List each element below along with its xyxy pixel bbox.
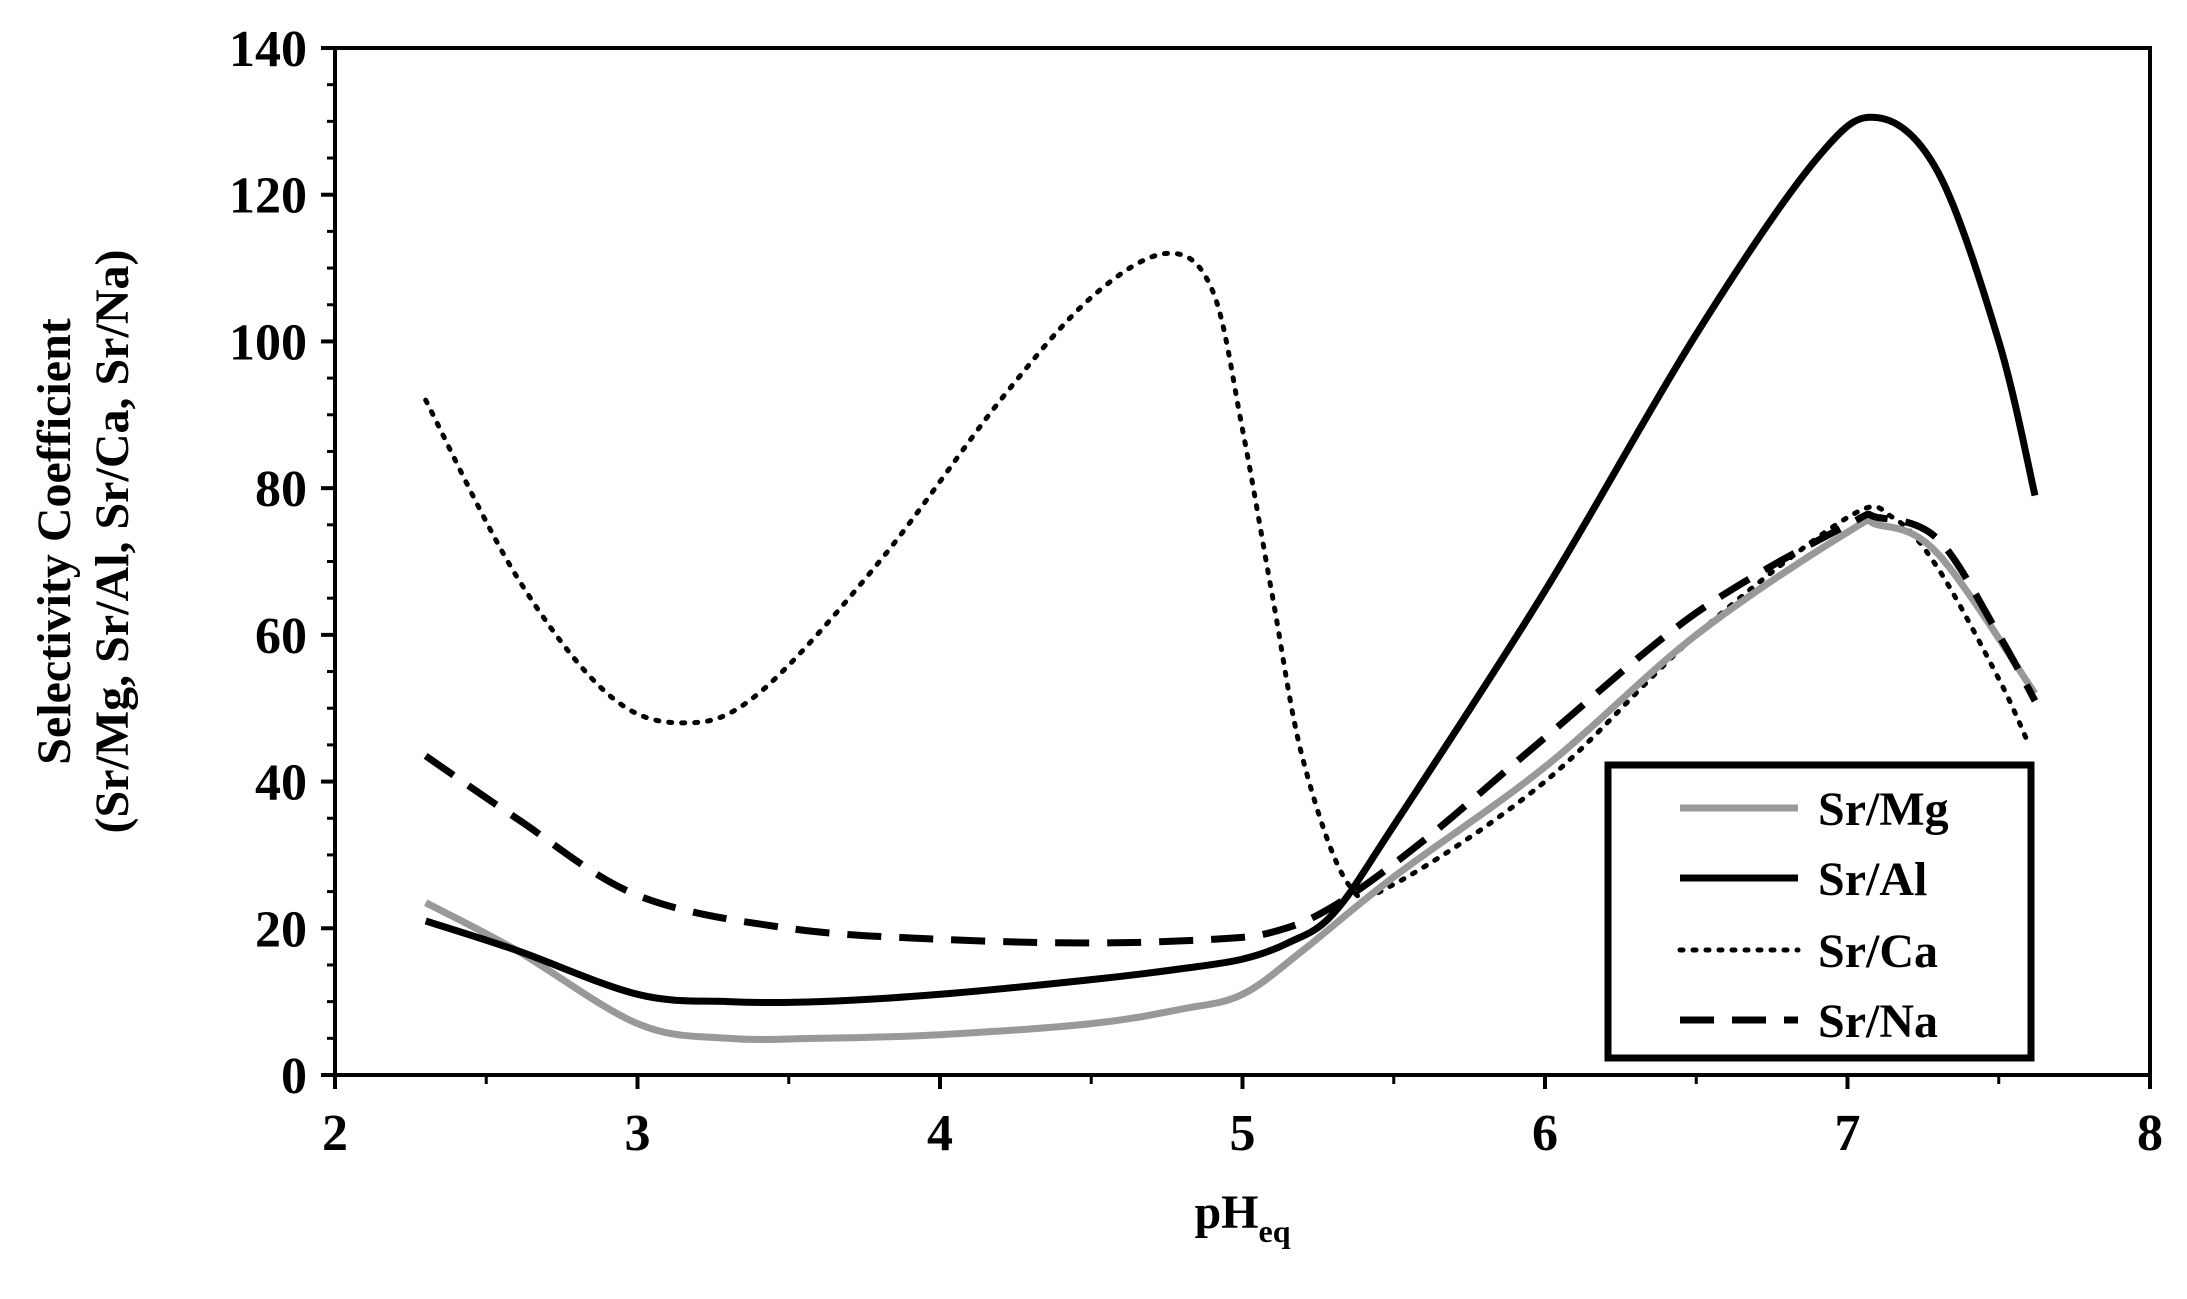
legend-label-sr-na: Sr/Na xyxy=(1818,995,1938,1048)
y-tick-label: 20 xyxy=(255,901,307,958)
series-line-sr-na xyxy=(423,510,2039,947)
series-line-sr-ca xyxy=(423,250,2032,901)
legend-label-sr-al: Sr/Al xyxy=(1818,853,1927,906)
y-axis-title: Selectivity Coefficient (Sr/Mg, Sr/Al, S… xyxy=(28,250,139,834)
legend: Sr/Mg Sr/Al Sr/Ca Sr/Na xyxy=(1604,761,2035,1062)
y-tick-label: 140 xyxy=(229,21,307,78)
y-axis-ticks: 0 20 40 60 80 100 120 140 xyxy=(229,21,335,1105)
y-tick-label: 120 xyxy=(229,168,307,225)
y-axis-title-line-2: (Sr/Mg, Sr/Al, Sr/Ca, Sr/Na) xyxy=(86,250,139,834)
x-axis-title: pHeq xyxy=(1194,1186,1290,1249)
series-layer xyxy=(423,113,2039,1044)
y-tick-label: 60 xyxy=(255,608,307,665)
series-line-sr-mg xyxy=(424,516,2038,1044)
x-tick-label: 4 xyxy=(927,1105,953,1162)
y-tick-label: 100 xyxy=(229,314,307,371)
y-tick-label: 80 xyxy=(255,461,307,518)
legend-items: Sr/Mg Sr/Al Sr/Ca Sr/Na xyxy=(1677,783,1949,1048)
legend-label-sr-mg: Sr/Mg xyxy=(1818,783,1949,836)
x-tick-label: 7 xyxy=(1835,1105,1861,1162)
y-tick-label: 0 xyxy=(281,1048,307,1105)
y-tick-label: 40 xyxy=(255,755,307,812)
x-tick-label: 3 xyxy=(625,1105,651,1162)
x-tick-label: 8 xyxy=(2137,1105,2163,1162)
x-axis-title-main: pH xyxy=(1194,1186,1258,1239)
y-axis-title-line-1: Selectivity Coefficient xyxy=(28,318,81,765)
legend-label-sr-ca: Sr/Ca xyxy=(1818,925,1938,978)
x-tick-label: 2 xyxy=(322,1105,348,1162)
x-axis-title-subscript: eq xyxy=(1259,1213,1291,1249)
legend-box xyxy=(1604,761,2035,1062)
x-tick-label: 6 xyxy=(1532,1105,1558,1162)
series-line-sr-al xyxy=(424,113,2039,1007)
x-axis-ticks: 2 3 4 5 6 7 8 xyxy=(322,1075,2163,1162)
x-tick-label: 5 xyxy=(1230,1105,1256,1162)
